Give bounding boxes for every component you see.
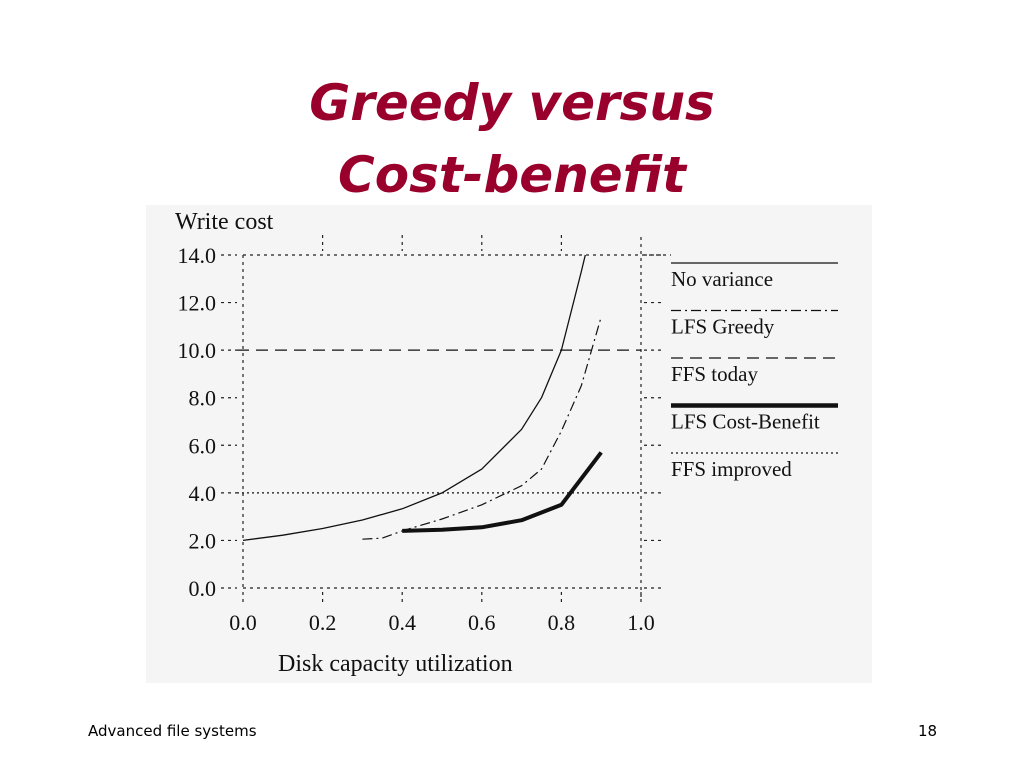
legend-label-ffs-today: FFS today — [671, 362, 758, 386]
legend-label-no-variance: No variance — [671, 267, 773, 291]
legend-label-lfs-greedy: LFS Greedy — [671, 315, 775, 339]
y-tick-label: 0.0 — [189, 576, 217, 601]
y-tick-label: 4.0 — [189, 481, 217, 506]
x-axis-label: Disk capacity utilization — [278, 651, 513, 677]
x-tick-label: 0.6 — [468, 610, 496, 635]
slide-title-line-2: Cost-benefit — [338, 146, 686, 204]
y-tick-label: 10.0 — [178, 338, 217, 363]
y-tick-label: 2.0 — [189, 528, 217, 553]
x-tick-label: 0.2 — [309, 610, 337, 635]
slide-title-line-1: Greedy versus — [309, 74, 715, 132]
y-tick-label: 6.0 — [189, 433, 217, 458]
label-layer: 0.0 2.0 4.0 6.0 8.0 10.0 12.0 14.0 0.0 0.2 0.4 0.6 0… — [175, 209, 655, 677]
footer-page-number: 18 — [918, 722, 938, 740]
x-tick-label: 0.8 — [548, 610, 576, 635]
series-layer — [237, 254, 641, 542]
chart-panel: 0.0 2.0 4.0 6.0 8.0 10.0 12.0 14.0 0.0 0.2 0.4 0.6 0… — [146, 205, 872, 683]
x-tick-label: 0.4 — [388, 610, 416, 635]
legend-label-ffs-improved: FFS improved — [671, 457, 792, 481]
legend-label-lfs-cost-benefit: LFS Cost-Benefit — [671, 410, 820, 434]
series-line-lfs-cost-benefit — [402, 451, 603, 533]
grid-layer — [221, 235, 671, 604]
y-tick-label: 12.0 — [178, 291, 217, 316]
y-tick-label: 8.0 — [189, 386, 217, 411]
write-cost-chart: 0.0 2.0 4.0 6.0 8.0 10.0 12.0 14.0 0.0 0.2 0.4 0.6 0… — [175, 209, 838, 677]
series-line-lfs-greedy — [362, 316, 602, 540]
x-tick-label: 1.0 — [627, 610, 655, 635]
y-axis-label: Write cost — [175, 209, 274, 235]
footer-course-label: Advanced file systems — [88, 722, 257, 740]
y-tick-label: 14.0 — [178, 243, 217, 268]
legend-layer: No variance LFS Greedy FFS today LFS Cost-B… — [671, 262, 838, 481]
series-line-no-variance — [242, 254, 586, 542]
x-tick-label: 0.0 — [229, 610, 257, 635]
